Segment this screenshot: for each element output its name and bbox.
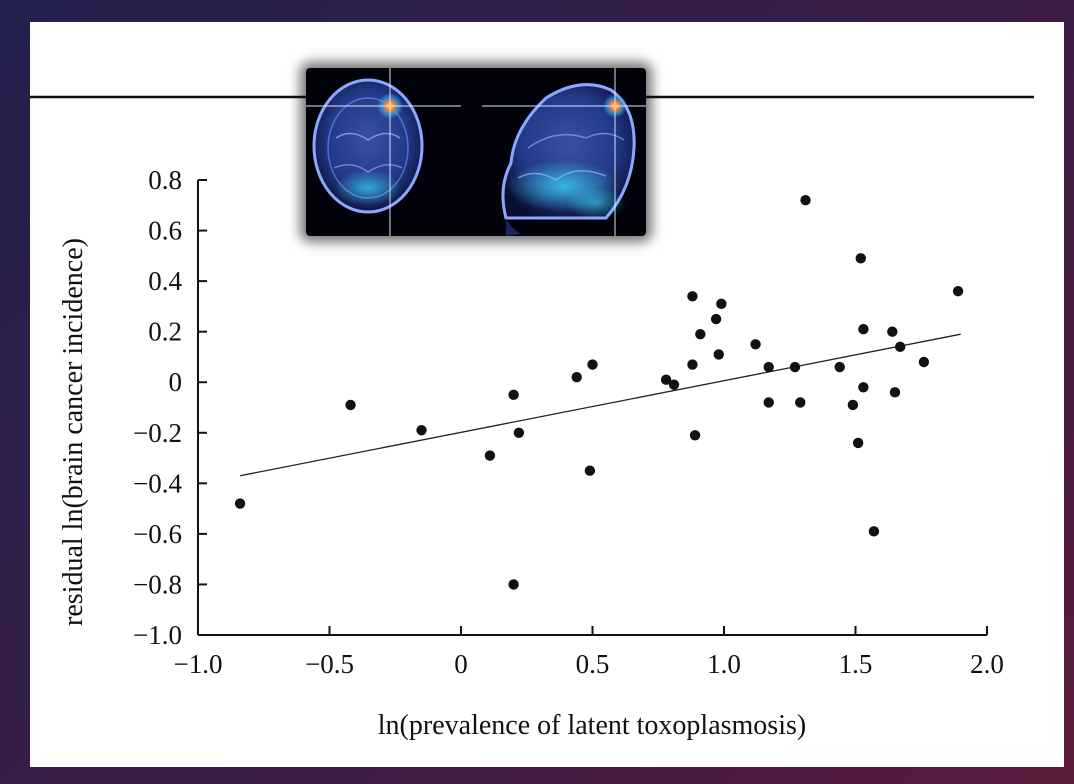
data-point [695,328,706,340]
trendline [239,333,961,477]
data-point [713,349,724,360]
data-point [895,341,906,353]
x-tick-label: 1.0 [707,649,741,679]
data-point [710,313,722,325]
y-tick-label: 0.8 [148,165,182,195]
data-point [800,195,811,206]
data-point [763,361,774,373]
y-tick-label: 0.2 [148,317,182,347]
brain-scan-illustration [306,68,646,236]
x-tick-label: −0.5 [305,649,354,679]
chart-panel: −1.0 −0.5 0 0.5 1.0 1.5 2.0 0.8 0.6 0.4 0.2 0 −0.2 −0… [30,22,1064,767]
data-point [852,437,864,449]
y-tick-label: 0 [169,367,183,397]
data-point [847,399,859,411]
x-tick-label: −1.0 [174,649,223,679]
data-point [918,356,930,368]
x-tick-label: 0.5 [576,649,610,679]
y-tick-label: 0.4 [148,266,182,296]
y-tick-label: −0.2 [133,418,182,448]
axes [197,180,987,636]
trendline-group [239,333,961,477]
data-point [234,498,246,509]
data-point [887,326,898,337]
data-point [484,450,496,461]
data-point [687,291,698,302]
x-tick-label: 2.0 [970,649,1004,679]
brain-scan-image [306,68,646,236]
data-points [234,195,964,590]
data-point [668,379,680,390]
x-tick-label: 1.5 [839,649,873,679]
data-point [416,425,427,436]
data-point [952,286,964,297]
data-point [587,359,598,370]
data-point [858,323,869,335]
data-point [508,389,519,401]
data-point [834,361,845,373]
y-tick-label: −0.6 [133,519,182,549]
data-point [571,371,582,383]
y-tick-label: −0.8 [133,569,182,599]
ticks: −1.0 −0.5 0 0.5 1.0 1.5 2.0 0.8 0.6 0.4 0.2 0 −0.2 −0… [133,165,1004,679]
data-point [689,430,701,441]
data-point [795,397,806,408]
data-point [345,399,356,411]
data-point [716,298,727,310]
scatter-chart: −1.0 −0.5 0 0.5 1.0 1.5 2.0 0.8 0.6 0.4 0.2 0 −0.2 −0… [30,95,1034,741]
data-point [513,427,525,438]
y-tick-label: −0.4 [133,468,182,498]
y-tick-label: 0.6 [148,216,182,246]
data-point [868,526,880,537]
data-point [508,579,519,590]
y-tick-label: −1.0 [133,620,182,650]
data-point [660,374,672,385]
x-tick-label: 0 [454,649,468,679]
data-point [687,359,698,370]
data-point [789,361,801,373]
data-point [889,387,901,398]
data-point [858,382,869,393]
data-point [584,465,596,476]
x-axis-title: ln(prevalence of latent toxoplasmosis) [378,710,806,741]
data-point [763,397,774,408]
data-point [855,253,866,264]
y-axis-title: residual ln(brain cancer incidence) [58,238,89,626]
data-point [750,339,761,350]
